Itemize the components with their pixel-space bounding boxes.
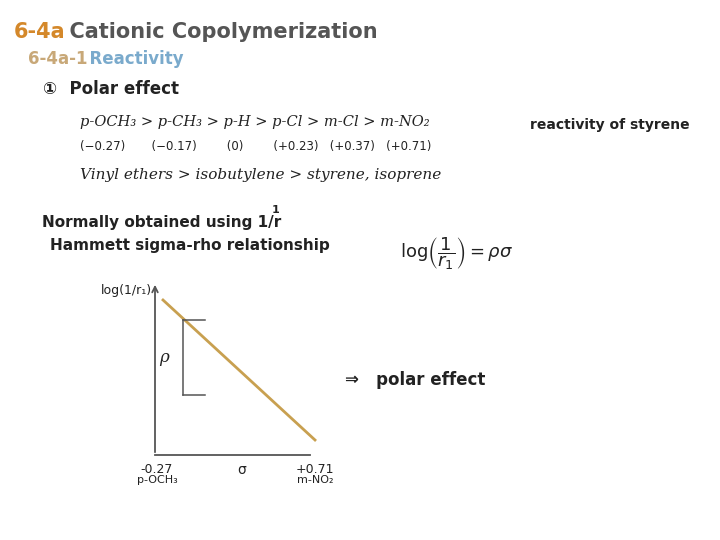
Text: p-OCH₃: p-OCH₃ xyxy=(137,475,177,485)
Text: σ: σ xyxy=(238,463,246,477)
Text: p-OCH₃ > p-CH₃ > p-H > p-Cl > m-Cl > m-NO₂: p-OCH₃ > p-CH₃ > p-H > p-Cl > m-Cl > m-N… xyxy=(80,115,430,129)
Text: m-NO₂: m-NO₂ xyxy=(297,475,333,485)
Text: $\log\!\left(\dfrac{1}{r_1}\right) = \rho\sigma$: $\log\!\left(\dfrac{1}{r_1}\right) = \rh… xyxy=(400,235,513,272)
Text: log(1/r₁): log(1/r₁) xyxy=(101,284,152,297)
Text: Cationic Copolymerization: Cationic Copolymerization xyxy=(55,22,377,42)
Text: Normally obtained using 1/r: Normally obtained using 1/r xyxy=(42,215,282,230)
Text: reactivity of styrene: reactivity of styrene xyxy=(530,118,690,132)
Text: Hammett sigma-rho relationship: Hammett sigma-rho relationship xyxy=(50,238,330,253)
Text: Vinyl ethers > isobutylene > styrene, isoprene: Vinyl ethers > isobutylene > styrene, is… xyxy=(80,168,441,182)
Text: +0.71: +0.71 xyxy=(296,463,334,476)
Text: ⇒   polar effect: ⇒ polar effect xyxy=(345,371,485,389)
Text: 6-4a-1: 6-4a-1 xyxy=(28,50,88,68)
Text: -0.27: -0.27 xyxy=(141,463,174,476)
Text: 1: 1 xyxy=(272,205,280,215)
Text: Reactivity: Reactivity xyxy=(78,50,184,68)
Text: ①: ① xyxy=(42,80,56,98)
Text: 6-4a: 6-4a xyxy=(14,22,66,42)
Text: (−0.27)       (−0.17)        (0)        (+0.23)   (+0.37)   (+0.71): (−0.27) (−0.17) (0) (+0.23) (+0.37) (+0.… xyxy=(80,140,431,153)
Text: ρ: ρ xyxy=(159,349,169,366)
Text: Polar effect: Polar effect xyxy=(58,80,179,98)
